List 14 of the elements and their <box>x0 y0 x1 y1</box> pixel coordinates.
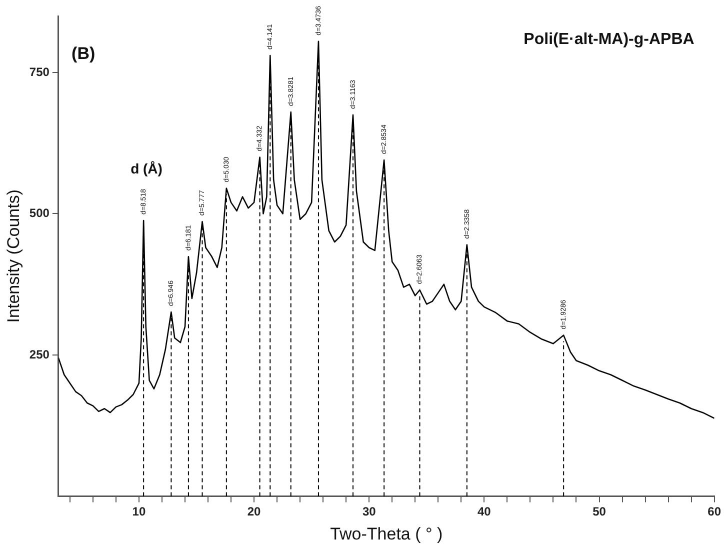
y-tick-label: 750 <box>29 64 50 79</box>
x-tick-label: 40 <box>478 504 492 519</box>
text: Poli(E·alt-MA)-g-APBA <box>524 31 695 48</box>
annotation: d (Å) <box>130 160 162 177</box>
annotation: (B) <box>72 44 96 64</box>
y-axis-title: Intensity (Counts) <box>4 189 23 323</box>
x-tick-label: 20 <box>247 504 262 519</box>
y-tick-label: 500 <box>29 206 50 220</box>
x-tick-label: 30 <box>362 504 376 519</box>
x-tick-label: 60 <box>708 504 722 519</box>
x-tick-label: 50 <box>592 504 606 519</box>
x-axis-title: Two-Theta ( ° ) <box>330 524 443 544</box>
y-tick-label: 250 <box>29 347 50 362</box>
x-tick-label: 10 <box>132 504 146 519</box>
